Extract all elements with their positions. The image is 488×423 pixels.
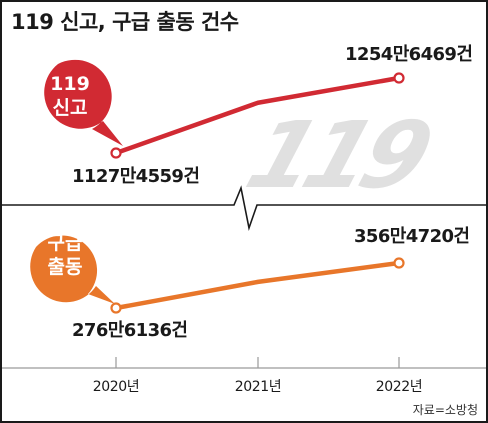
series-ambulance-dispatch (110, 257, 405, 314)
bubble-ambulance-dispatch: 구급 출동 (30, 232, 115, 304)
bubble-119-report: 119 신고 (44, 59, 123, 147)
data-point (393, 257, 405, 269)
label-119-2020: 1127만4559건 (72, 166, 199, 187)
bubble-line-1: 구급 (48, 232, 83, 254)
data-point (110, 302, 122, 314)
axis-break-line (2, 185, 486, 232)
x-tick-label: 2022년 (376, 379, 423, 395)
x-axis-ticks: 2020년 2021년 2022년 (93, 357, 423, 395)
series-line (115, 260, 400, 311)
x-tick-label: 2021년 (235, 379, 282, 395)
data-point (393, 72, 405, 84)
bubble-shape (30, 235, 115, 304)
x-tick-label: 2020년 (93, 379, 140, 395)
label-dispatch-2020: 276만6136건 (72, 320, 187, 341)
series-119-report (110, 72, 405, 159)
watermark-text: 119 (235, 102, 442, 209)
watermark-119-logo: 119 (235, 102, 442, 209)
label-119-2022: 1254만6469건 (345, 44, 472, 65)
bubble-shape (44, 59, 123, 147)
bubble-line-2: 신고 (53, 97, 88, 119)
bubble-line-2: 출동 (48, 256, 83, 278)
chart-title: 119 신고, 구급 출동 건수 (11, 10, 239, 34)
bubble-line-1: 119 (50, 73, 90, 95)
label-dispatch-2022: 356만4720건 (354, 226, 469, 247)
data-point (110, 147, 122, 159)
source-note: 자료=소방청 (413, 403, 478, 417)
series-line (115, 75, 400, 156)
